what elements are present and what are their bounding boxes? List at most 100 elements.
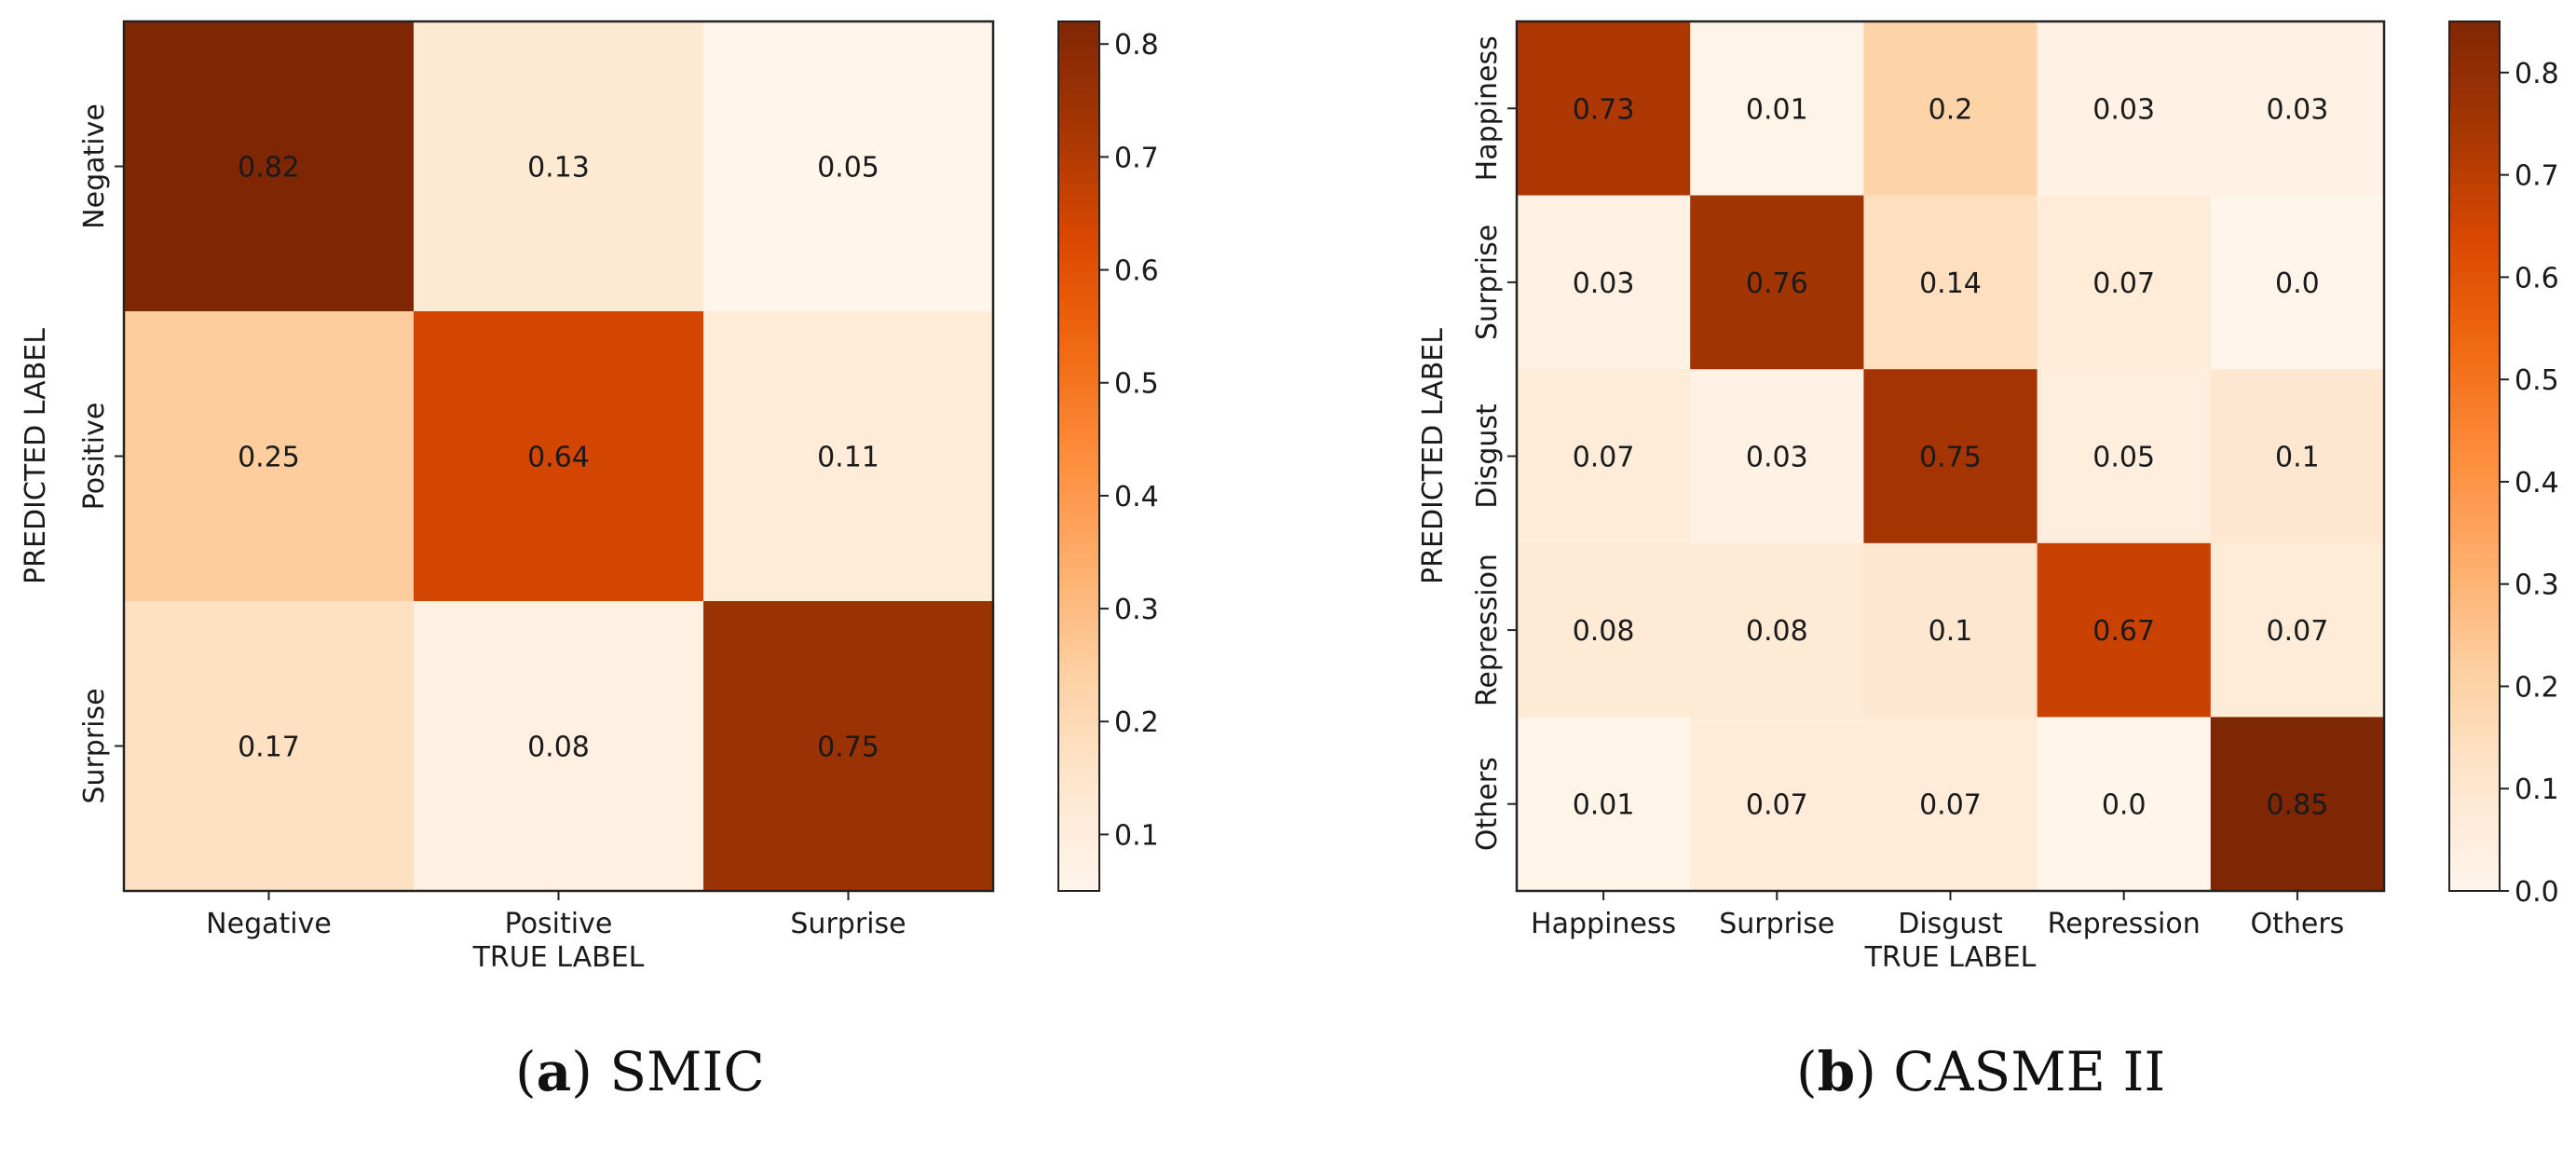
- cell-value-label: 0.08: [1573, 615, 1635, 648]
- heatmap-cell: [703, 21, 994, 312]
- colorbar-tick-label: 0.7: [1114, 142, 1159, 174]
- x-tick-label: Others: [2250, 908, 2344, 940]
- x-axis-title: TRUE LABEL: [1864, 941, 2037, 974]
- heatmap-cell: [1690, 21, 1864, 197]
- cell-value-label: 0.01: [1746, 93, 1808, 126]
- heatmap-cell: [1517, 542, 1691, 718]
- heatmap-cell: [1863, 21, 2038, 197]
- heatmap-cell: [703, 601, 994, 892]
- caption-b-letter: b: [1817, 1040, 1856, 1103]
- cell-value-label: 0.0: [2102, 789, 2147, 822]
- colorbar-tick-label: 0.6: [1114, 255, 1159, 288]
- cell-value-label: 0.25: [238, 442, 300, 474]
- cell-value-label: 0.67: [2092, 615, 2155, 648]
- heatmap-cell: [414, 311, 704, 602]
- x-tick-label: Negative: [206, 908, 332, 940]
- heatmap-cell: [2210, 717, 2385, 892]
- cell-value-label: 0.03: [1746, 442, 1808, 474]
- colorbar-tick-label: 0.5: [2515, 364, 2559, 397]
- cell-value-label: 0.14: [1919, 267, 1982, 300]
- x-tick-label: Disgust: [1898, 908, 2003, 940]
- colorbar-tick-label: 0.2: [2515, 671, 2559, 704]
- caption-b-title: CASME II: [1893, 1040, 2166, 1103]
- cell-value-label: 0.07: [2092, 267, 2155, 300]
- y-tick-label: Happiness: [1471, 35, 1504, 181]
- heatmap-cell: [414, 21, 704, 312]
- heatmap-cell: [2037, 542, 2212, 718]
- cell-value-label: 0.75: [817, 732, 879, 764]
- heatmap-cell: [1690, 369, 1864, 544]
- cell-value-label: 0.75: [1919, 442, 1982, 474]
- cell-value-label: 0.17: [238, 732, 300, 764]
- x-tick-label: Surprise: [1719, 908, 1834, 940]
- cell-value-label: 0.01: [1573, 789, 1635, 822]
- caption-a-letter: a: [536, 1040, 572, 1103]
- colorbar-tick-label: 0.3: [1114, 594, 1159, 626]
- heatmap-cell: [1863, 369, 2038, 544]
- heatmap-cell: [2037, 369, 2212, 544]
- colorbar-tick-label: 0.8: [2515, 58, 2559, 90]
- y-axis-title: PREDICTED LABEL: [1417, 328, 1450, 584]
- heatmap-cell: [124, 601, 415, 892]
- cell-value-label: 0.2: [1929, 93, 1973, 126]
- heatmap-cell: [1863, 195, 2038, 370]
- cell-value-label: 0.05: [2092, 442, 2155, 474]
- heatmap-cell: [2210, 195, 2385, 370]
- cell-value-label: 0.0: [2275, 267, 2320, 300]
- heatmap-cell: [703, 311, 994, 602]
- heatmap-cell: [1517, 195, 1691, 370]
- colorbar-tick-label: 0.0: [2515, 876, 2559, 909]
- colorbar-tick-label: 0.8: [1114, 29, 1159, 62]
- heatmap-cell: [2037, 195, 2212, 370]
- caption-b: (b) CASME II: [1796, 1040, 2166, 1103]
- heatmap-cell: [124, 21, 415, 312]
- cell-value-label: 0.03: [1573, 267, 1635, 300]
- colorbar-casme: 0.0 0.1 0.2 0.3 0.4 0.5 0.6 0.7 0.8: [2448, 21, 2559, 909]
- cell-value-label: 0.08: [527, 732, 590, 764]
- x-tick-label: Happiness: [1531, 908, 1676, 940]
- heatmap-cell: [124, 311, 415, 602]
- x-tick-label: Surprise: [790, 908, 906, 940]
- heatmap-cell: [1690, 717, 1864, 892]
- cell-value-label: 0.03: [2092, 93, 2155, 126]
- cell-value-label: 0.07: [1573, 442, 1635, 474]
- heatmap-cell: [2210, 21, 2385, 197]
- x-tick-label: Repression: [2048, 908, 2201, 940]
- x-tick-label: Positive: [505, 908, 613, 940]
- colorbar-tick-label: 0.6: [2515, 262, 2559, 294]
- cell-value-label: 0.85: [2267, 789, 2329, 822]
- colorbar-tick-label: 0.4: [1114, 481, 1159, 513]
- cell-value-label: 0.82: [238, 152, 300, 185]
- cell-value-label: 0.05: [817, 152, 879, 185]
- colorbar-smic: 0.1 0.2 0.3 0.4 0.5 0.6 0.7 0.8: [1057, 21, 1159, 892]
- heatmap-cell: [1690, 542, 1864, 718]
- heatmap-cell: [1517, 717, 1691, 892]
- colorbar-gradient: [2448, 21, 2501, 892]
- cell-value-label: 0.1: [1929, 615, 1973, 648]
- y-axis-title: PREDICTED LABEL: [20, 328, 52, 584]
- colorbar-tick-label: 0.2: [1114, 706, 1159, 739]
- heatmap-smic: 0.82 0.13 0.05 0.25 0.64 0.11 0.17 0.08 0.75 Nega…: [20, 20, 1159, 974]
- heatmap-casme: 0.73 0.01 0.2 0.03 0.03 0.03 0.76 0.14 0.07 0.0 0.…: [1417, 20, 2559, 974]
- y-tick-label: Surprise: [1471, 225, 1504, 340]
- cell-value-label: 0.73: [1573, 93, 1635, 126]
- colorbar-tick-label: 0.7: [2515, 160, 2559, 193]
- heatmap-cell: [1517, 21, 1691, 197]
- caption-a-title: SMIC: [609, 1040, 765, 1103]
- cell-value-label: 0.08: [1746, 615, 1808, 648]
- y-tick-label: Negative: [78, 103, 111, 229]
- cell-value-label: 0.76: [1746, 267, 1808, 300]
- cell-value-label: 0.07: [2267, 615, 2329, 648]
- heatmap-cell: [2210, 542, 2385, 718]
- cell-value-label: 0.07: [1746, 789, 1808, 822]
- y-tick-label: Positive: [78, 403, 111, 511]
- colorbar-tick-label: 0.1: [1114, 819, 1159, 852]
- cell-value-label: 0.64: [527, 442, 590, 474]
- heatmap-cell: [1517, 369, 1691, 544]
- heatmap-cell: [1690, 195, 1864, 370]
- y-tick-label: Others: [1471, 757, 1504, 851]
- cell-value-label: 0.11: [817, 442, 879, 474]
- heatmap-cell: [2037, 717, 2212, 892]
- colorbar-tick-label: 0.5: [1114, 368, 1159, 401]
